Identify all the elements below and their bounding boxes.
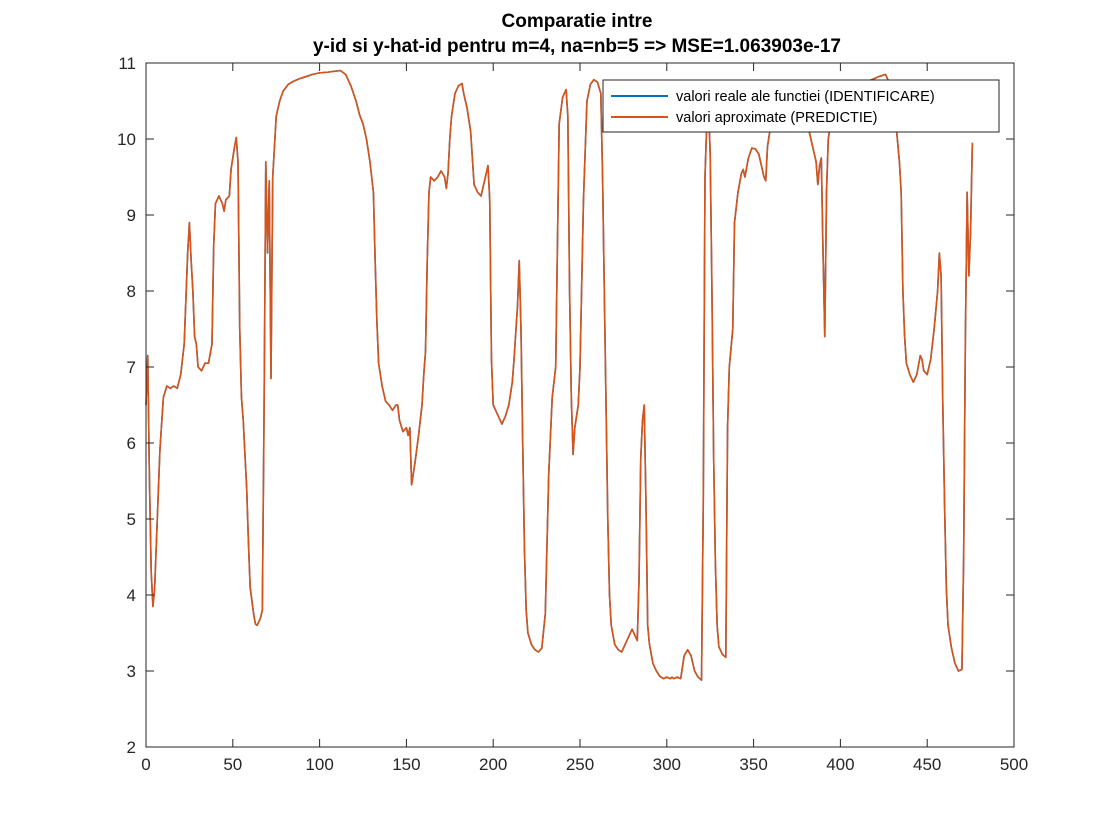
legend-label-identificare: valori reale ale functiei (IDENTIFICARE) <box>676 89 935 105</box>
legend: valori reale ale functiei (IDENTIFICARE)… <box>602 79 1000 133</box>
legend-box <box>602 79 1000 133</box>
x-tick-label: 200 <box>479 755 507 774</box>
y-tick-label: 4 <box>127 586 136 605</box>
chart-title-line-1: Comparatie intre <box>502 11 653 32</box>
series-line-predictie <box>145 69 974 681</box>
y-tick-label: 3 <box>127 662 136 681</box>
series-layer <box>145 69 974 681</box>
y-tick-label: 8 <box>127 282 136 301</box>
y-tick-label: 11 <box>118 54 136 73</box>
x-tick-label: 400 <box>826 755 854 774</box>
x-tick-label: 250 <box>566 755 594 774</box>
x-tick-label: 350 <box>739 755 767 774</box>
x-tick-label: 50 <box>223 755 242 774</box>
axes-box <box>145 62 1015 748</box>
y-tick-label: 5 <box>127 510 136 529</box>
y-tick-label: 6 <box>127 434 136 453</box>
x-tick-label: 450 <box>913 755 941 774</box>
x-tick-label: 300 <box>653 755 681 774</box>
plot-area <box>146 63 1014 747</box>
y-tick-label: 10 <box>117 130 136 149</box>
legend-label-predictie: valori aproximate (PREDICTIE) <box>676 110 877 126</box>
y-tick-label: 2 <box>127 738 136 757</box>
x-tick-label: 500 <box>1000 755 1028 774</box>
x-tick-label: 100 <box>305 755 333 774</box>
x-tick-label: 150 <box>392 755 420 774</box>
ticks-layer: 0 50 100 150 200 250 300 350 400 450 500 2 3 4 5 6 7 8 9 10… <box>117 54 1028 774</box>
chart-title-line-2: y-id si y-hat-id pentru m=4, na=nb=5 => … <box>313 36 841 57</box>
y-tick-label: 9 <box>127 206 136 225</box>
x-tick-label: 0 <box>141 755 150 774</box>
y-tick-label: 7 <box>127 358 136 377</box>
